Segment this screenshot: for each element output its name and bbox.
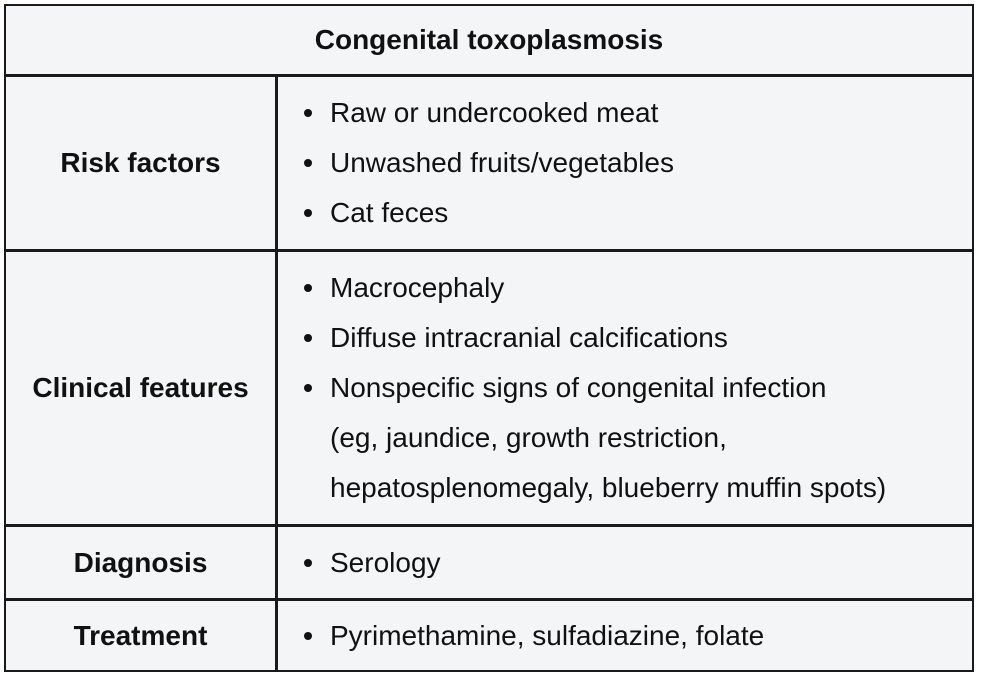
list-item-text-continued: (eg, jaundice, growth restriction,	[330, 422, 727, 453]
row-label-text: Risk factors	[60, 147, 221, 178]
bullet-list: Macrocephaly Diffuse intracranial calcif…	[292, 263, 886, 513]
list-item-text-continued: hepatosplenomegaly, blueberry muffin spo…	[330, 472, 887, 503]
list-item-text: Serology	[330, 546, 441, 578]
list-item-text: Diffuse intracranial calcifications	[330, 322, 728, 353]
list-item-text: Pyrimethamine, sulfadiazine, folate	[330, 619, 765, 651]
list-item-text: Cat feces	[330, 197, 449, 228]
list-item: Serology	[292, 538, 441, 588]
table-title: Congenital toxoplasmosis	[6, 6, 972, 77]
bullet-list: Pyrimethamine, sulfadiazine, folate	[292, 611, 764, 661]
row-label-text: Treatment	[73, 619, 208, 651]
table-row-risk-factors: Risk factors Raw or undercooked meat Unw…	[6, 77, 972, 252]
row-label: Risk factors	[6, 77, 278, 249]
bullet-icon	[304, 558, 312, 567]
list-item: Raw or undercooked meat	[292, 88, 674, 138]
row-label-text: Diagnosis	[73, 546, 208, 578]
bullet-icon	[304, 109, 312, 117]
bullet-list: Raw or undercooked meat Unwashed fruits/…	[292, 88, 674, 238]
list-item-text: Raw or undercooked meat	[330, 97, 659, 128]
row-content: Raw or undercooked meat Unwashed fruits/…	[278, 77, 972, 249]
list-item: Pyrimethamine, sulfadiazine, folate	[292, 611, 764, 661]
bullet-icon	[304, 384, 312, 392]
list-item-text: Nonspecific signs of congenital infectio…	[330, 372, 827, 403]
row-label: Diagnosis	[6, 527, 278, 598]
bullet-icon	[304, 334, 312, 342]
summary-table: Congenital toxoplasmosis Risk factors Ra…	[4, 4, 974, 672]
list-item: Unwashed fruits/vegetables	[292, 138, 674, 188]
bullet-list: Serology	[292, 538, 441, 588]
row-label: Clinical features	[6, 252, 278, 524]
table-row-treatment: Treatment Pyrimethamine, sulfadiazine, f…	[6, 601, 972, 670]
bullet-icon	[304, 159, 312, 167]
bullet-icon	[304, 631, 312, 640]
list-item: Diffuse intracranial calcifications	[292, 313, 886, 363]
bullet-icon	[304, 209, 312, 217]
list-item: Nonspecific signs of congenital infectio…	[292, 363, 886, 513]
list-item: Cat feces	[292, 188, 674, 238]
list-item-text: Unwashed fruits/vegetables	[330, 147, 674, 178]
row-label: Treatment	[6, 601, 278, 670]
row-content: Pyrimethamine, sulfadiazine, folate	[278, 601, 972, 670]
table-row-clinical-features: Clinical features Macrocephaly Diffuse i…	[6, 252, 972, 527]
list-item-text: Macrocephaly	[330, 272, 505, 303]
table-row-diagnosis: Diagnosis Serology	[6, 527, 972, 601]
row-content: Macrocephaly Diffuse intracranial calcif…	[278, 252, 972, 524]
row-label-text: Clinical features	[32, 372, 249, 403]
list-item: Macrocephaly	[292, 263, 886, 313]
bullet-icon	[304, 284, 312, 292]
table-title-text: Congenital toxoplasmosis	[314, 24, 664, 55]
row-content: Serology	[278, 527, 972, 598]
